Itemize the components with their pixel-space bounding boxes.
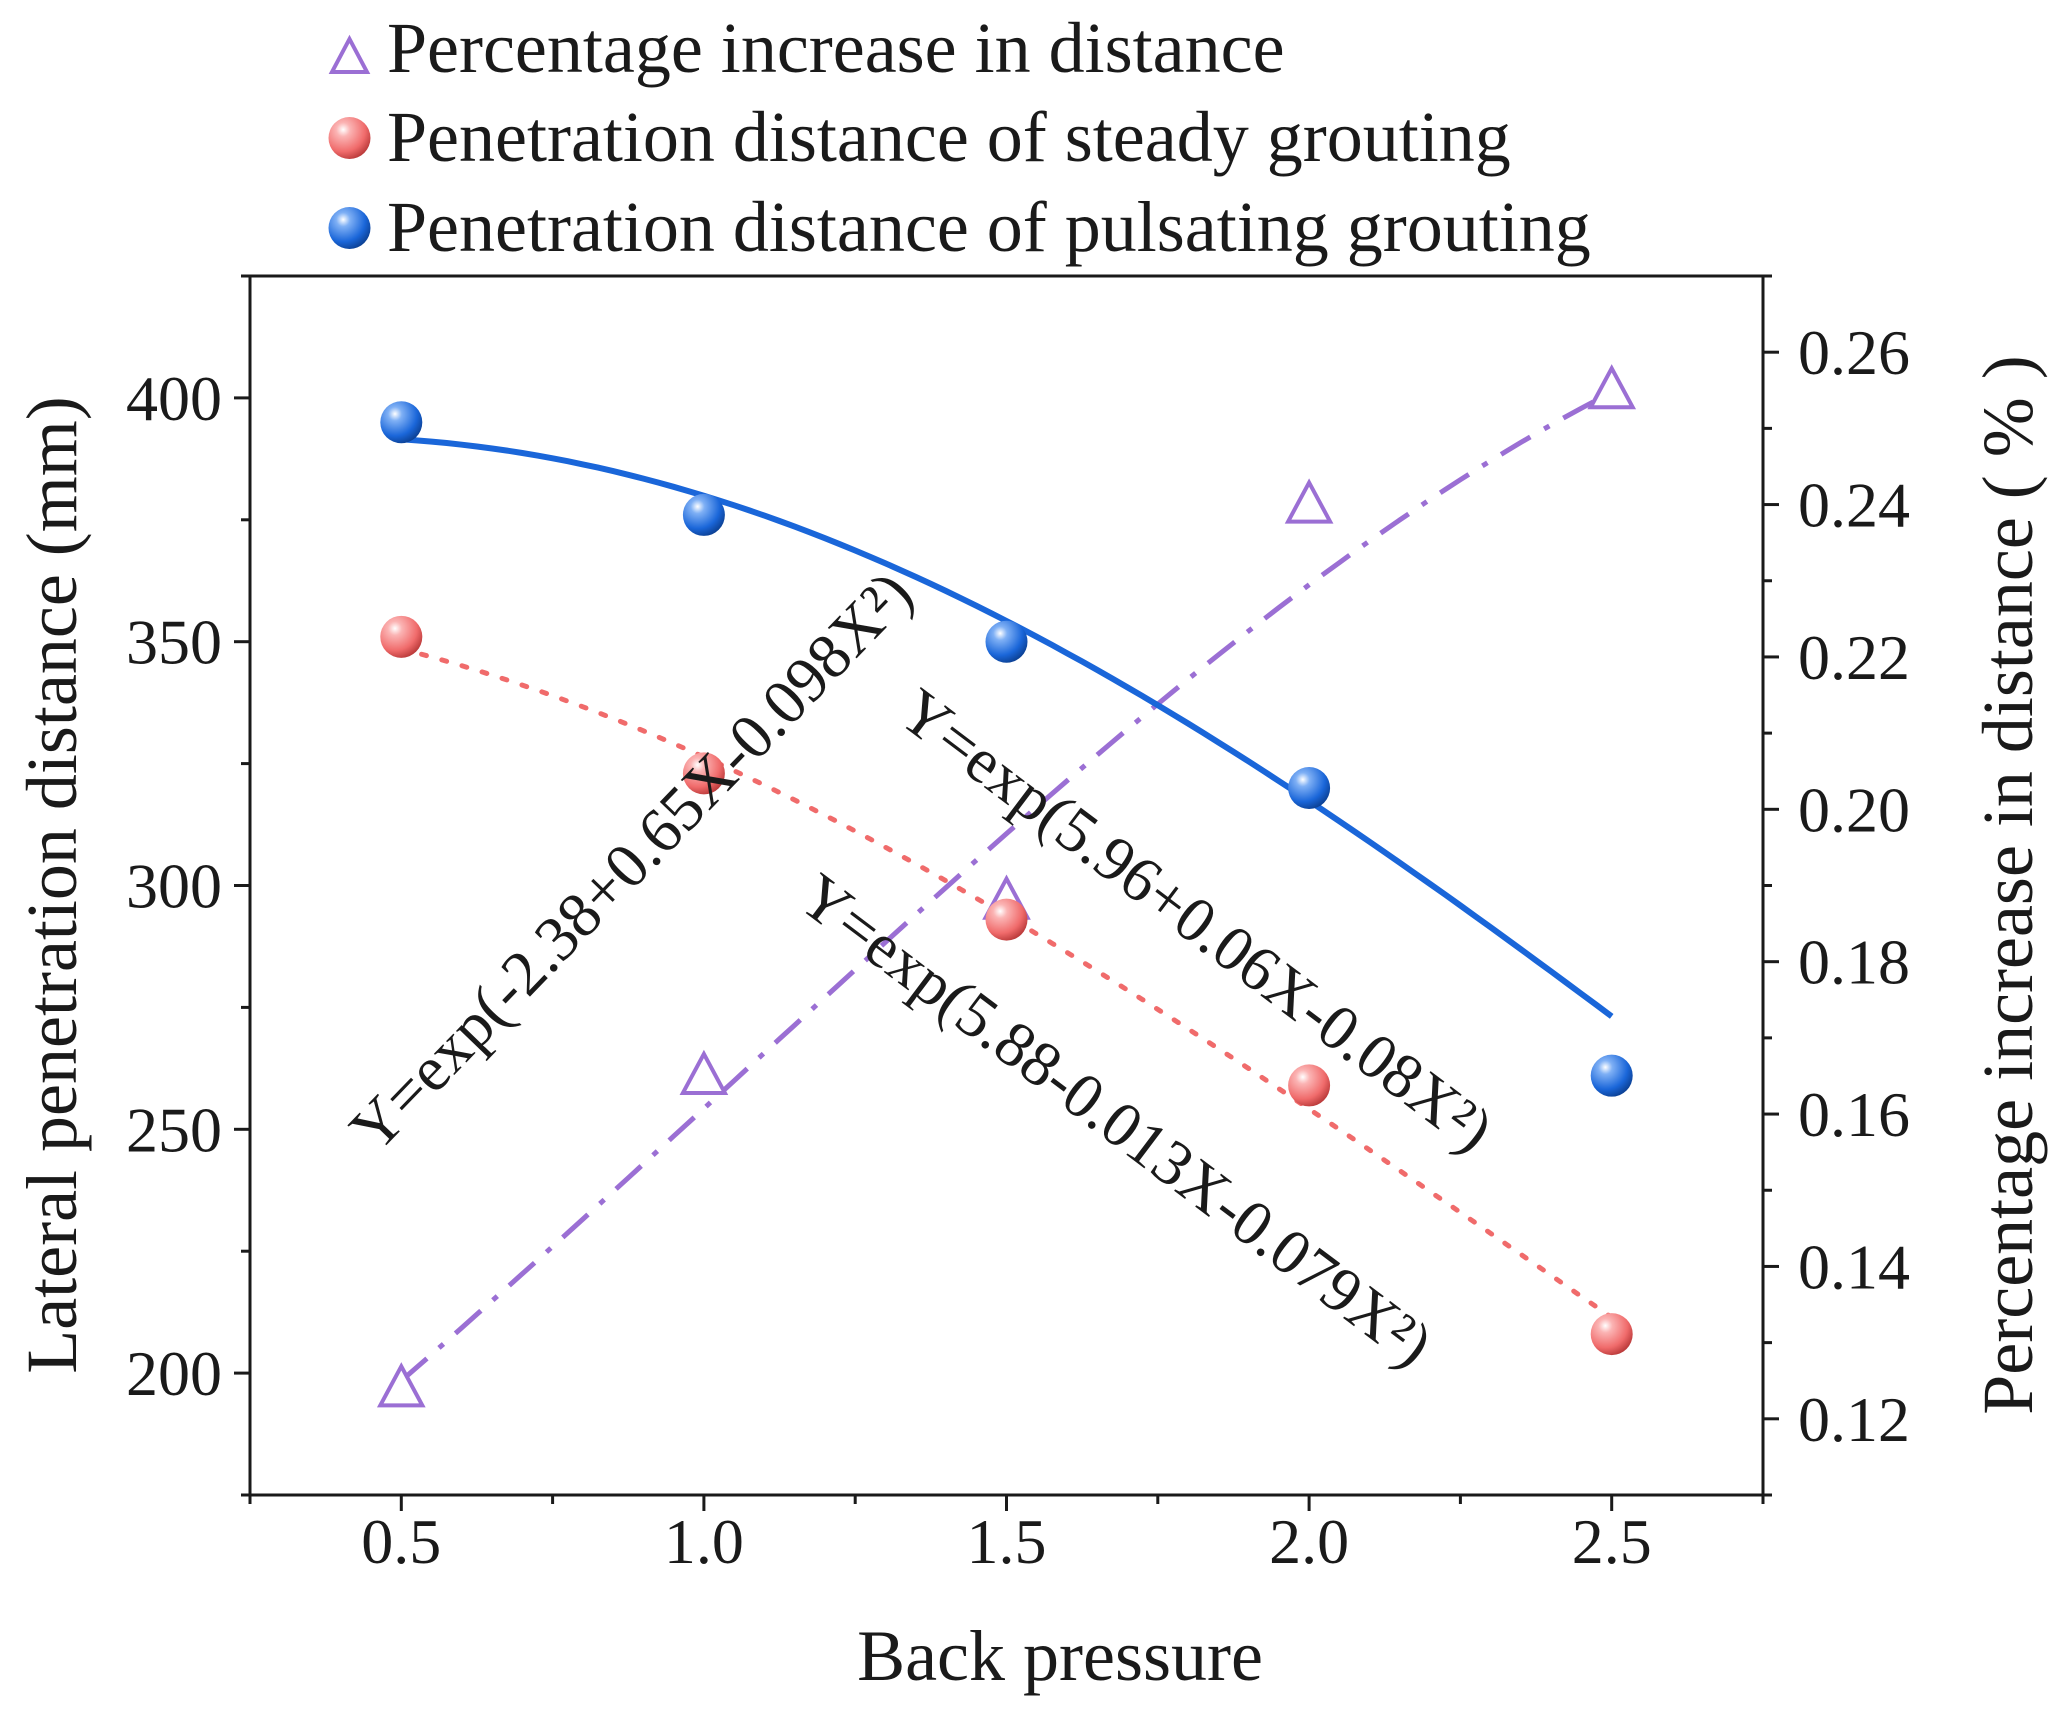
data-point-triangle: [1284, 478, 1334, 524]
y-tick-label: 250: [126, 1094, 222, 1165]
y2-tick-label: 0.16: [1798, 1079, 1910, 1150]
y2-axis-title: Percentage increase in distance ( % ): [1968, 355, 2048, 1414]
x-axis-title: Back pressure: [857, 1616, 1263, 1696]
data-point-circle: [1590, 1054, 1633, 1097]
x-tick-label: 1.5: [967, 1506, 1047, 1577]
legend-label-pulsating: Penetration distance of pulsating grouti…: [387, 187, 1591, 267]
y2-tick-label: 0.14: [1798, 1231, 1910, 1302]
y2-tick-label: 0.18: [1798, 927, 1910, 998]
data-point-triangle: [1587, 364, 1637, 410]
ticks: 0.5 1.0 1.5 2.0 2.5 200 250 300 350 400 0.12 0.14 0.…: [126, 274, 1910, 1577]
y2-tick-label: 0.12: [1798, 1384, 1910, 1455]
data-point-circle: [682, 493, 725, 536]
y-tick-label: 300: [126, 851, 222, 922]
equation-pulsating: Y=exp(5.96+0.06X-0.08X²): [887, 674, 1507, 1165]
y2-tick-label: 0.20: [1798, 774, 1910, 845]
data-point-circle: [1288, 1064, 1331, 1107]
y-tick-label: 350: [126, 607, 222, 678]
legend-blue-marker: [328, 207, 371, 249]
data-point-circle: [1590, 1313, 1633, 1356]
data-points: [376, 364, 1637, 1408]
y2-tick-label: 0.22: [1798, 622, 1910, 693]
x-tick-label: 1.0: [664, 1506, 744, 1577]
x-tick-label: 0.5: [361, 1506, 441, 1577]
y-tick-label: 200: [126, 1338, 222, 1409]
legend-triangle-marker: [328, 34, 371, 74]
legend: Percentage increase in distance Penetrat…: [328, 8, 1591, 267]
x-tick-label: 2.0: [1269, 1506, 1349, 1577]
x-tick-label: 2.5: [1572, 1506, 1652, 1577]
y2-tick-label: 0.26: [1798, 317, 1910, 388]
data-point-circle: [380, 401, 423, 444]
y-axis-title: Lateral penetration distance (mm): [12, 396, 92, 1374]
equation-percentage: Y=exp(-2.38+0.65X-0.098X²): [336, 557, 926, 1164]
data-point-circle: [985, 620, 1028, 663]
legend-red-marker: [328, 117, 371, 159]
data-point-triangle: [376, 1362, 426, 1408]
fit-curve-series-0: [399, 389, 1613, 1383]
data-point-circle: [985, 898, 1028, 941]
fit-curve-series-1: [398, 646, 1615, 1320]
legend-label-steady: Penetration distance of steady grouting: [387, 97, 1511, 177]
equation-steady: Y=exp(5.88-0.013X-0.079X²): [787, 859, 1446, 1380]
y-tick-label: 400: [126, 363, 222, 434]
legend-label-percentage: Percentage increase in distance: [387, 8, 1285, 88]
data-point-circle: [1288, 766, 1331, 809]
data-point-triangle: [679, 1049, 729, 1095]
data-point-circle: [682, 752, 725, 795]
data-point-circle: [380, 615, 423, 658]
y2-tick-label: 0.24: [1798, 470, 1910, 541]
